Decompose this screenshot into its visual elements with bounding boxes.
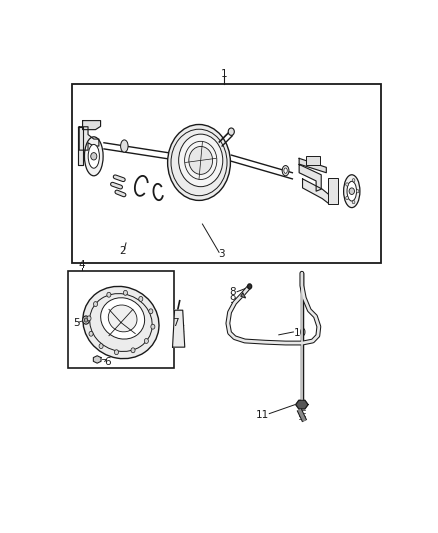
Text: 8: 8 bbox=[230, 287, 237, 297]
Circle shape bbox=[93, 302, 98, 306]
Ellipse shape bbox=[179, 134, 223, 187]
Ellipse shape bbox=[284, 168, 287, 173]
Text: 1: 1 bbox=[221, 69, 228, 79]
Ellipse shape bbox=[108, 305, 137, 332]
Polygon shape bbox=[241, 293, 246, 298]
Polygon shape bbox=[93, 356, 101, 363]
Circle shape bbox=[131, 348, 135, 353]
Ellipse shape bbox=[282, 166, 289, 176]
Polygon shape bbox=[79, 127, 99, 150]
Text: 10: 10 bbox=[294, 328, 307, 338]
Circle shape bbox=[352, 200, 355, 204]
Circle shape bbox=[352, 179, 355, 182]
Circle shape bbox=[139, 296, 143, 301]
Circle shape bbox=[346, 183, 349, 186]
Polygon shape bbox=[303, 179, 330, 204]
Circle shape bbox=[89, 332, 93, 336]
Bar bbox=[328, 177, 338, 204]
Ellipse shape bbox=[168, 125, 230, 200]
Circle shape bbox=[144, 338, 148, 343]
Circle shape bbox=[99, 344, 103, 349]
Polygon shape bbox=[296, 400, 308, 409]
Text: 9: 9 bbox=[230, 295, 237, 305]
Ellipse shape bbox=[83, 286, 159, 359]
Bar bbox=[72, 84, 381, 263]
Circle shape bbox=[84, 318, 88, 322]
Ellipse shape bbox=[101, 298, 145, 339]
Circle shape bbox=[346, 196, 349, 199]
Text: 2: 2 bbox=[119, 246, 126, 256]
Circle shape bbox=[149, 309, 153, 314]
Ellipse shape bbox=[189, 147, 212, 174]
Circle shape bbox=[114, 350, 119, 354]
Circle shape bbox=[83, 316, 89, 324]
Polygon shape bbox=[78, 127, 83, 165]
Circle shape bbox=[91, 152, 97, 160]
Circle shape bbox=[356, 190, 359, 193]
Ellipse shape bbox=[120, 140, 128, 152]
Text: 3: 3 bbox=[218, 248, 224, 259]
Circle shape bbox=[151, 324, 155, 329]
Circle shape bbox=[124, 290, 127, 295]
Ellipse shape bbox=[88, 144, 99, 168]
Circle shape bbox=[87, 316, 91, 321]
Text: 7: 7 bbox=[172, 318, 179, 327]
Ellipse shape bbox=[347, 181, 357, 201]
Polygon shape bbox=[83, 120, 101, 130]
Text: 4: 4 bbox=[78, 260, 85, 270]
Ellipse shape bbox=[247, 284, 251, 289]
Ellipse shape bbox=[228, 128, 234, 135]
Ellipse shape bbox=[344, 175, 360, 207]
Text: 6: 6 bbox=[104, 357, 111, 367]
Circle shape bbox=[349, 188, 354, 195]
Polygon shape bbox=[299, 165, 321, 191]
Polygon shape bbox=[299, 158, 326, 173]
Text: 11: 11 bbox=[255, 410, 268, 420]
Ellipse shape bbox=[85, 137, 103, 176]
Polygon shape bbox=[173, 310, 185, 347]
Circle shape bbox=[107, 292, 111, 297]
Bar bbox=[306, 156, 320, 165]
Text: 5: 5 bbox=[74, 318, 80, 327]
Bar bbox=[68, 271, 173, 368]
